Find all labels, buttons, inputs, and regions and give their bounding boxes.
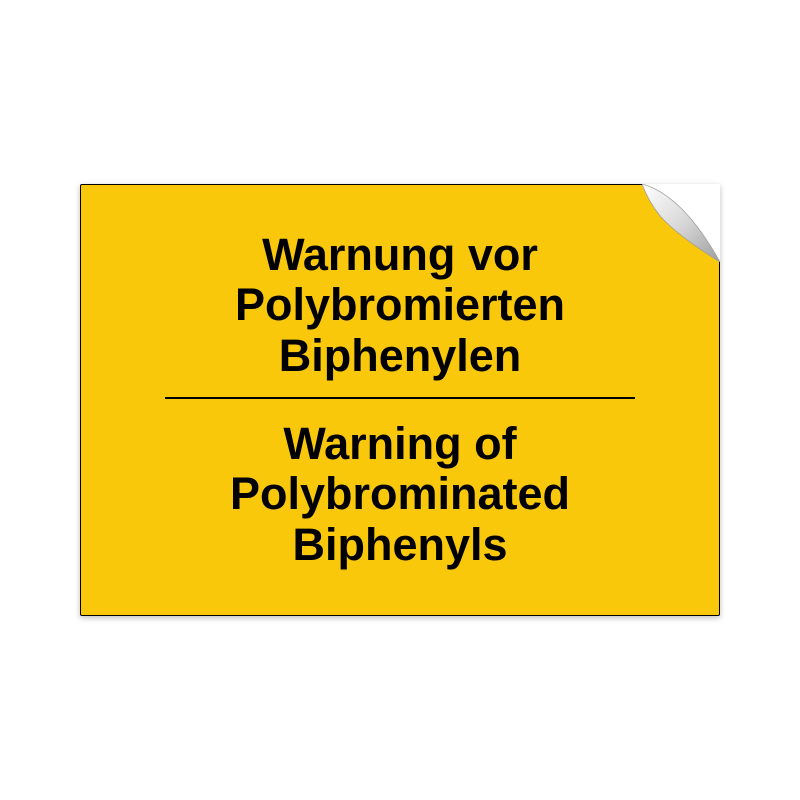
divider-line [165,397,635,399]
canvas: Warnung vor Polybromierten Biphenylen Wa… [0,0,800,800]
warning-sign: Warnung vor Polybromierten Biphenylen Wa… [80,184,720,616]
warning-text-english: Warning of Polybrominated Biphenyls [230,419,570,570]
warning-text-german: Warnung vor Polybromierten Biphenylen [235,230,565,381]
warning-sign-wrap: Warnung vor Polybromierten Biphenylen Wa… [80,184,720,616]
